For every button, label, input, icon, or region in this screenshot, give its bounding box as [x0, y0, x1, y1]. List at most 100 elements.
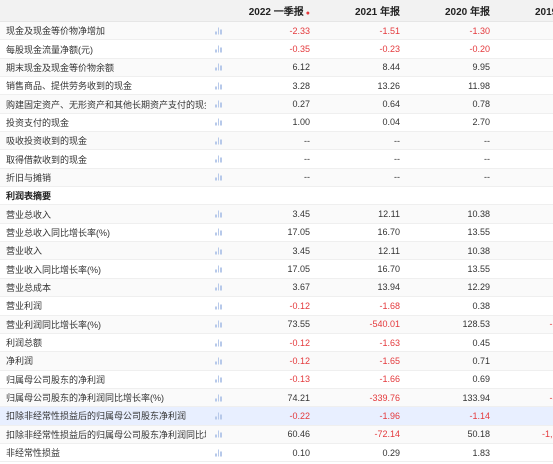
table-row: 取得借款收到的现金--------: [0, 149, 553, 169]
row-label-cell: 投资支付的现金: [0, 113, 228, 133]
bar-chart-icon[interactable]: [215, 339, 222, 347]
value-cell: 16.70: [318, 259, 408, 279]
table-row: 扣除非经常性损益后的归属母公司股东净利润同比增长率 60.46-72.1450.1…: [0, 425, 553, 444]
row-label: 吸收投资收到的现金: [6, 136, 88, 147]
table-row: 购建固定资产、无形资产和其他长期资产支付的现金 0.270.640.780.44: [0, 94, 553, 114]
value-cell: -72.14: [318, 425, 408, 444]
value-cell: 12.29: [408, 278, 498, 298]
bar-chart-icon[interactable]: [215, 45, 222, 53]
bar-chart-icon[interactable]: [215, 247, 222, 255]
bar-chart-icon[interactable]: [215, 375, 222, 383]
row-label: 利润总额: [6, 338, 43, 349]
bar-chart-icon[interactable]: [215, 283, 222, 291]
bar-chart-icon[interactable]: [215, 137, 222, 145]
row-label-cell: 销售商品、提供劳务收到的现金: [0, 76, 228, 96]
value-cell: --: [498, 149, 553, 169]
bar-chart-icon[interactable]: [215, 210, 222, 218]
table-row: 现金及现金等价物净增加 -2.33-1.51-1.303.47: [0, 21, 553, 41]
value-cell: 73.55: [228, 315, 318, 334]
value-cell: --: [228, 168, 318, 188]
bar-chart-icon[interactable]: [215, 82, 222, 90]
value-cell: -0.12: [228, 351, 318, 371]
bar-chart-icon[interactable]: [215, 320, 222, 328]
bar-chart-icon[interactable]: [215, 357, 222, 365]
header-2019-annual[interactable]: 2019 年报: [498, 0, 553, 22]
bar-chart-icon[interactable]: [215, 173, 222, 181]
row-label-cell: 购建固定资产、无形资产和其他长期资产支付的现金: [0, 94, 228, 114]
value-cell: 74.21: [228, 388, 318, 408]
header-2022-q1[interactable]: 2022 一季报 ●: [228, 0, 318, 22]
value-cell: 10.38: [408, 204, 498, 224]
row-label-cell: 现金及现金等价物净增加: [0, 21, 228, 41]
header-2020-annual[interactable]: 2020 年报: [408, 0, 498, 22]
bar-chart-icon[interactable]: [215, 449, 222, 457]
value-cell: 12.11: [318, 241, 408, 261]
value-cell: -2.33: [228, 21, 318, 41]
value-cell: 60.46: [228, 425, 318, 444]
table-row: 扣除非经常性损益后的归属母公司股东净利润 -0.22-1.96-1.14-2.28: [0, 406, 553, 426]
bar-chart-icon[interactable]: [215, 100, 222, 108]
bar-chart-icon[interactable]: [215, 412, 222, 420]
value-cell: 13.26: [318, 76, 408, 96]
table-row: 归属母公司股东的净利润同比增长率(%) 74.21-339.76133.94-30…: [0, 388, 553, 408]
bar-chart-icon[interactable]: [215, 302, 222, 310]
section-header-row: 利润表摘要: [0, 186, 553, 206]
value-cell: -540.01: [318, 315, 408, 334]
value-cell: 50.18: [408, 425, 498, 444]
value-cell: -1.51: [318, 21, 408, 41]
row-label: 现金及现金等价物净增加: [6, 26, 106, 37]
row-label-cell: 营业总收入同比增长率(%): [0, 223, 228, 243]
row-label-cell: 营业收入: [0, 241, 228, 261]
header-label-col: [0, 0, 228, 22]
table-row: 利润总额 -0.12-1.630.45-1.33: [0, 333, 553, 353]
row-label: 扣除非经常性损益后的归属母公司股东净利润: [6, 411, 187, 422]
value-cell: 6.12: [228, 58, 318, 78]
bar-chart-icon[interactable]: [215, 228, 222, 236]
bar-chart-icon[interactable]: [215, 155, 222, 163]
bar-chart-icon[interactable]: [215, 394, 222, 402]
table-row: 期末现金及现金等价物余额 6.128.449.9511.25: [0, 58, 553, 78]
value-cell: --: [408, 149, 498, 169]
header-2021-annual[interactable]: 2021 年报: [318, 0, 408, 22]
row-label: 营业利润: [6, 301, 43, 312]
new-report-flag-icon: ●: [305, 10, 310, 17]
row-label-cell: 利润表摘要: [0, 186, 228, 206]
row-label-cell: 营业总成本: [0, 278, 228, 298]
row-label: 折旧与摊销: [6, 172, 52, 183]
value-cell: 11.25: [498, 58, 553, 78]
value-cell: 0.53: [498, 39, 553, 59]
value-cell: --: [408, 131, 498, 151]
value-cell: 13.94: [318, 278, 408, 298]
value-cell: 3.45: [228, 204, 318, 224]
value-cell: 9.14: [498, 204, 553, 224]
table-row: 吸收投资收到的现金------5.76: [0, 131, 553, 151]
bar-chart-icon[interactable]: [215, 430, 222, 438]
bar-chart-icon[interactable]: [215, 27, 222, 35]
bar-chart-icon[interactable]: [215, 265, 222, 273]
row-label-cell: 每股现金流量净额(元): [0, 39, 228, 59]
row-label-cell: 营业收入同比增长率(%): [0, 259, 228, 279]
bar-chart-icon[interactable]: [215, 118, 222, 126]
value-cell: 0.71: [408, 351, 498, 371]
bar-chart-icon[interactable]: [215, 63, 222, 71]
row-label-cell: 净利润: [0, 351, 228, 371]
row-label: 营业收入: [6, 246, 43, 257]
value-cell: 0.45: [408, 333, 498, 353]
row-label-cell: 折旧与摊销: [0, 168, 228, 188]
value-cell: 0.44: [498, 94, 553, 114]
value-cell: --: [408, 168, 498, 188]
value-cell: 0.78: [408, 94, 498, 114]
row-label: 购建固定资产、无形资产和其他长期资产支付的现金: [6, 99, 206, 110]
header-2022-q1-label: 2022 一季报: [248, 7, 304, 18]
value-cell: -2.04: [498, 370, 553, 389]
value-cell: -0.23: [318, 39, 408, 59]
value-cell: 0.27: [228, 94, 318, 114]
value-cell: 17.05: [228, 223, 318, 243]
value-cell: -1.65: [318, 351, 408, 371]
value-cell: 8.44: [318, 58, 408, 78]
